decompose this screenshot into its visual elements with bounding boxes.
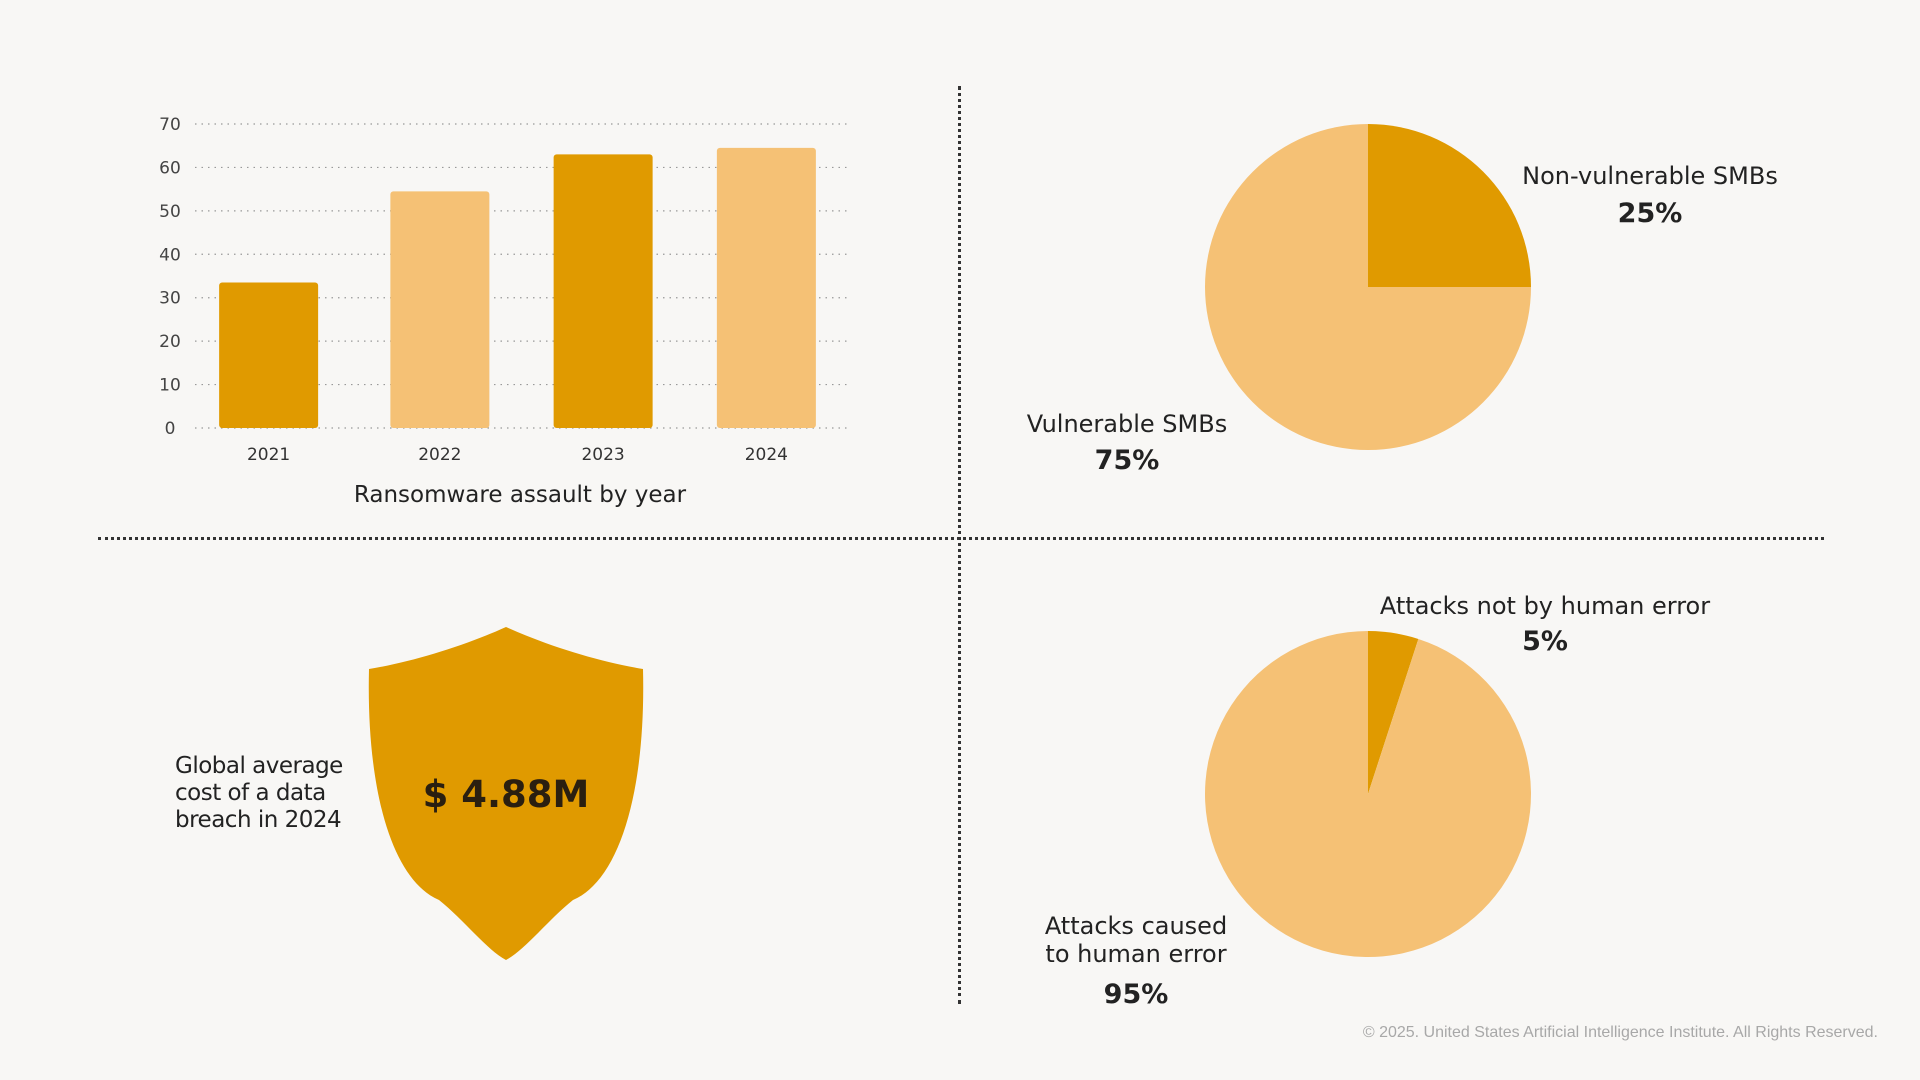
non-vulnerable-pct: 25% (1618, 198, 1683, 229)
human-error-pct: 95% (1104, 979, 1169, 1010)
human-error-label-line2: to human error (1045, 940, 1226, 968)
x-tick-label: 2022 (418, 445, 461, 465)
bar-chart-title: Ransomware assault by year (354, 482, 687, 508)
vertical-divider (958, 86, 961, 1004)
bar-2024 (716, 147, 816, 428)
y-tick-label: 30 (159, 289, 181, 309)
x-tick-label: 2023 (581, 445, 624, 465)
bar-chart-bars (219, 147, 816, 428)
vulnerable-label: Vulnerable SMBs (1027, 410, 1227, 438)
not-human-error-pct: 5% (1522, 626, 1568, 657)
smb-pie-slices (1205, 124, 1531, 450)
shield-icon (368, 627, 644, 960)
y-tick-label: 40 (159, 245, 181, 265)
bar-2023 (553, 154, 653, 428)
pie-slice (1205, 124, 1531, 450)
y-tick-label: 10 (159, 376, 181, 396)
bar-2022 (390, 191, 490, 428)
pie-slice (1204, 631, 1531, 957)
non-vulnerable-label: Non-vulnerable SMBs (1522, 162, 1778, 190)
bar-chart-y-ticks: 0 10 20 30 40 50 60 70 (159, 115, 181, 439)
not-human-error-label: Attacks not by human error (1380, 592, 1710, 620)
horizontal-divider (98, 537, 1824, 540)
y-tick-label: 70 (159, 115, 181, 135)
pie-slice (1368, 124, 1531, 287)
x-tick-label: 2024 (745, 445, 788, 465)
y-tick-label: 50 (159, 202, 181, 222)
bar-2021 (219, 282, 319, 428)
breach-cost-label: Global average cost of a data breach in … (175, 753, 343, 833)
vulnerable-pct: 75% (1095, 445, 1160, 476)
y-tick-label: 60 (159, 158, 181, 178)
pie-slice (1368, 631, 1419, 794)
y-tick-label: 0 (165, 419, 176, 439)
copyright-notice: © 2025. United States Artificial Intelli… (1362, 1024, 1878, 1041)
breach-cost-value: $ 4.88M (423, 773, 590, 816)
x-tick-label: 2021 (247, 445, 290, 465)
bar-chart-grid (195, 123, 848, 429)
y-tick-label: 20 (159, 332, 181, 352)
bar-chart-x-ticks: 2021 2022 2023 2024 (247, 445, 788, 465)
human-error-pie-slices (1204, 631, 1531, 957)
human-error-label-line1: Attacks caused (1045, 912, 1227, 940)
